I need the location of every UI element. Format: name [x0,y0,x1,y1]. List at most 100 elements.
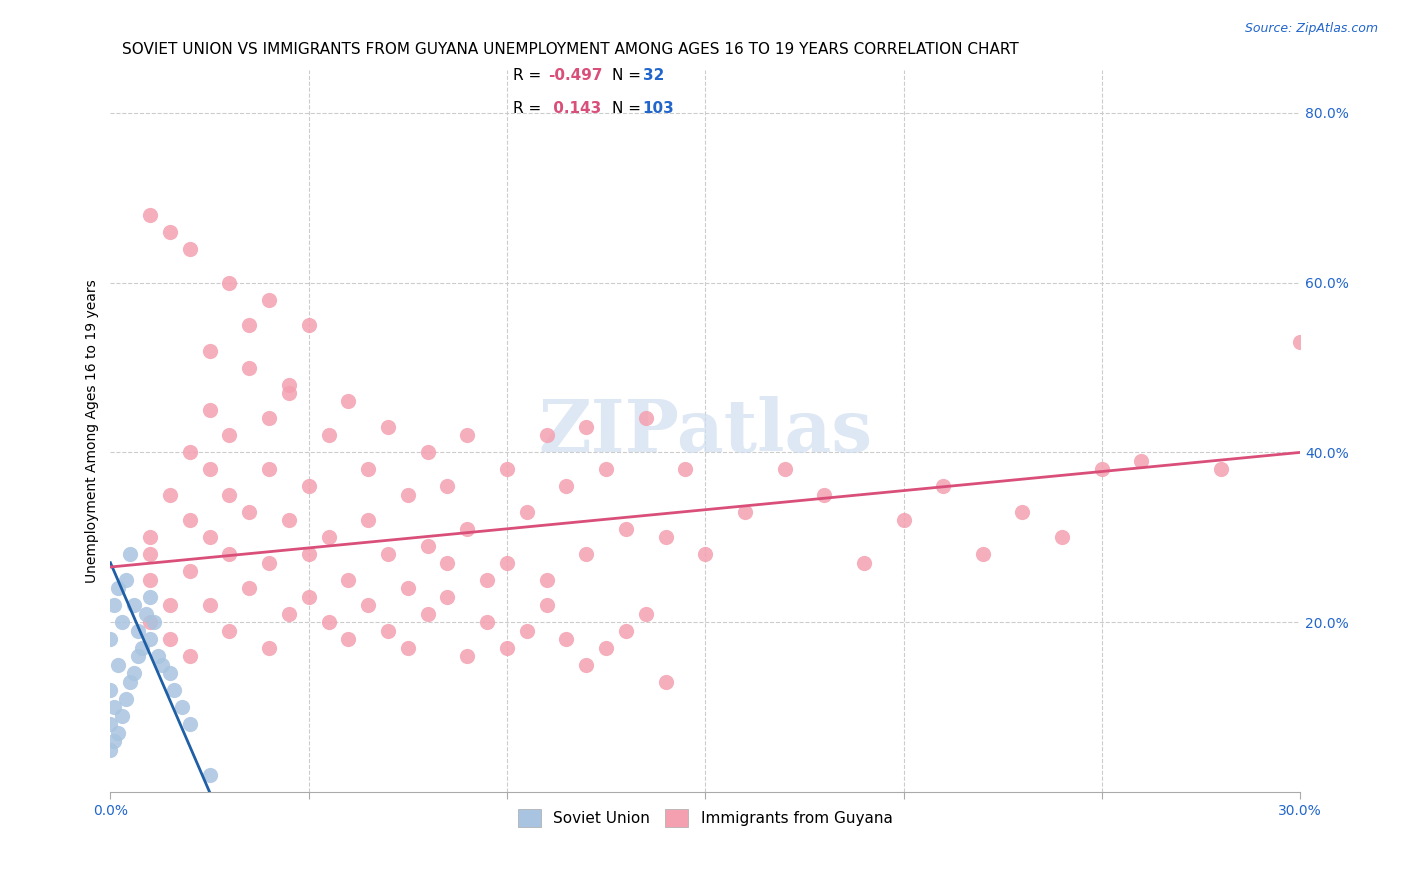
Y-axis label: Unemployment Among Ages 16 to 19 years: Unemployment Among Ages 16 to 19 years [86,279,100,583]
Point [179,445,201,459]
Point [555,479,578,493]
Point [238,360,260,375]
Point [416,607,439,621]
Point [773,462,796,476]
Point [218,428,240,442]
Point [654,674,676,689]
Point [277,607,299,621]
Point [436,590,458,604]
Point [456,649,478,664]
Point [496,640,519,655]
Point [595,462,617,476]
Legend: Soviet Union, Immigrants from Guyana: Soviet Union, Immigrants from Guyana [510,801,900,835]
Point [734,505,756,519]
Point [139,573,162,587]
Point [575,420,598,434]
Point [377,547,399,561]
Point [555,632,578,647]
Point [516,624,538,638]
Point [673,462,696,476]
Text: 0.143: 0.143 [548,102,602,116]
Point [238,318,260,332]
Point [475,573,498,587]
Text: N =: N = [612,69,645,83]
Point [377,420,399,434]
Point [170,700,193,714]
Point [893,513,915,527]
Point [357,513,380,527]
Point [475,615,498,630]
Text: -0.497: -0.497 [548,69,603,83]
Point [159,666,181,681]
Point [103,598,125,612]
Point [103,734,125,748]
Point [377,624,399,638]
Point [179,649,201,664]
Point [122,666,145,681]
Point [135,607,157,621]
Point [127,649,149,664]
Point [337,394,360,409]
Point [318,615,340,630]
Point [120,674,142,689]
Point [436,479,458,493]
Point [496,556,519,570]
Point [179,717,201,731]
Point [107,581,129,595]
Point [813,488,835,502]
Point [337,632,360,647]
Point [318,530,340,544]
Point [1011,505,1033,519]
Point [257,411,280,425]
Point [337,573,360,587]
Point [179,564,201,578]
Point [163,683,186,698]
Point [218,276,240,290]
Point [122,598,145,612]
Point [179,242,201,256]
Text: R =: R = [513,69,547,83]
Point [238,581,260,595]
Point [396,581,419,595]
Point [143,615,166,630]
Point [139,590,162,604]
Point [575,657,598,672]
Point [159,598,181,612]
Point [159,225,181,239]
Point [179,513,201,527]
Point [238,505,260,519]
Point [972,547,994,561]
Point [107,725,129,739]
Point [257,556,280,570]
Point [357,462,380,476]
Point [257,640,280,655]
Point [1289,334,1312,349]
Point [198,530,221,544]
Point [396,640,419,655]
Point [932,479,955,493]
Point [115,573,138,587]
Text: ZIPatlas: ZIPatlas [538,396,872,467]
Point [111,615,134,630]
Point [536,573,558,587]
Point [150,657,173,672]
Point [139,615,162,630]
Point [100,683,122,698]
Point [298,547,321,561]
Point [139,208,162,222]
Point [139,632,162,647]
Point [277,386,299,401]
Point [536,598,558,612]
Point [1091,462,1114,476]
Point [100,742,122,756]
Point [1209,462,1232,476]
Point [436,556,458,570]
Text: R =: R = [513,102,547,116]
Point [1050,530,1073,544]
Text: 32: 32 [643,69,664,83]
Point [218,488,240,502]
Point [100,632,122,647]
Point [100,717,122,731]
Point [159,488,181,502]
Point [139,547,162,561]
